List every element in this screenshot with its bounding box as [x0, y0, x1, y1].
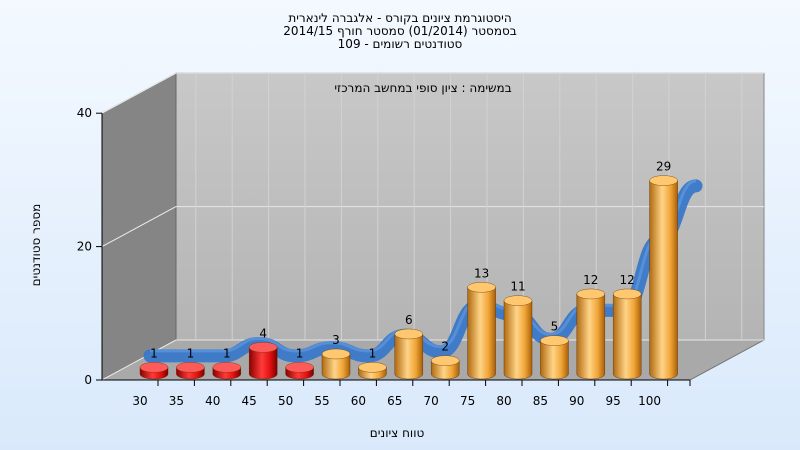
bar-top [249, 342, 278, 353]
bar-body [467, 287, 496, 380]
bar-95: 12 [613, 273, 642, 380]
bar-top [576, 288, 605, 300]
grid-line-side [101, 339, 177, 381]
bar-100: 29 [649, 160, 678, 380]
bar-value-label: 3 [332, 333, 340, 347]
chart-annotation: במשימה : ציון סופי במחשב המרכזי [334, 81, 512, 95]
bar-value-label: 1 [223, 346, 231, 360]
bar-value-label: 12 [583, 273, 598, 287]
bar-value-label: 5 [551, 320, 559, 334]
bar-value-label: 2 [441, 340, 449, 354]
bar-65: 6 [394, 313, 423, 380]
x-tick-label: 45 [242, 394, 257, 408]
bar-body [321, 353, 351, 380]
bar-value-label: 13 [474, 266, 489, 280]
chart-title-line-1: היסטוגרמת ציונים בקורס - אלגברה לינארית [288, 11, 512, 25]
y-tick-label: 0 [84, 373, 92, 387]
bar-top [394, 328, 423, 340]
bar-body [649, 180, 678, 380]
bar-body [249, 347, 278, 380]
bar-value-label: 4 [259, 326, 267, 340]
x-tick-label: 55 [314, 394, 329, 408]
bar-value-label: 1 [187, 346, 195, 360]
bar-value-label: 1 [150, 346, 158, 360]
y-tick-label: 20 [77, 240, 92, 254]
bar-top [139, 362, 169, 373]
x-tick-label: 35 [169, 394, 184, 408]
grid-line-side [101, 206, 177, 248]
bar-50: 1 [285, 346, 314, 380]
bar-top [613, 288, 642, 300]
bar-top [212, 362, 242, 373]
bar-35: 1 [176, 346, 205, 380]
bar-top [176, 362, 205, 373]
x-tick-label: 65 [387, 394, 402, 408]
chart-title-line-3: סטודנטים רשומים - 109 [337, 37, 463, 51]
bar-value-label: 1 [369, 346, 377, 360]
x-tick-label: 75 [460, 394, 475, 408]
bar-top [540, 335, 569, 346]
x-tick-label: 70 [424, 394, 439, 408]
bar-top [321, 348, 351, 360]
x-tick-label: 60 [351, 394, 366, 408]
bar-80: 11 [503, 280, 533, 380]
bar-85: 5 [540, 320, 569, 380]
bar-top [467, 282, 496, 293]
bar-90: 12 [576, 273, 605, 380]
bar-70: 2 [431, 340, 460, 380]
x-tick-label: 100 [638, 394, 661, 408]
bar-60: 1 [358, 346, 387, 380]
bar-top [503, 295, 533, 306]
bar-30: 1 [139, 346, 169, 380]
bar-top [285, 362, 314, 373]
bar-body [431, 360, 460, 380]
bar-top [358, 362, 387, 373]
bar-value-label: 6 [405, 313, 413, 327]
bar-55: 3 [321, 333, 351, 380]
x-tick-label: 90 [569, 394, 584, 408]
bar-45: 4 [249, 326, 278, 380]
bar-40: 1 [212, 346, 242, 380]
bar-top [649, 175, 678, 186]
grid-line-side [101, 72, 177, 114]
bar-value-label: 11 [510, 280, 525, 294]
bar-body [503, 300, 533, 380]
y-tick-label: 40 [77, 106, 92, 120]
bar-body [576, 293, 605, 380]
bar-top [431, 355, 460, 366]
bar-body [540, 340, 569, 380]
bar-value-label: 29 [656, 160, 671, 174]
chart-title-line-2: בסמסטר (01/2014) סמסטר חורף 2014/15 [283, 24, 517, 38]
x-tick-label: 85 [533, 394, 548, 408]
x-tick-label: 30 [132, 394, 147, 408]
bar-value-label: 1 [296, 346, 304, 360]
x-tick-label: 50 [278, 394, 293, 408]
y-axis-label: מספר סטודנטים [29, 203, 43, 287]
bar-value-label: 12 [620, 273, 635, 287]
x-axis-label: טווח ציונים [369, 426, 425, 440]
x-tick-label: 40 [205, 394, 220, 408]
x-tick-label: 80 [496, 394, 511, 408]
x-tick-label: 95 [606, 394, 621, 408]
bar-75: 13 [467, 266, 496, 380]
bar-body [613, 293, 642, 380]
bar-body [394, 333, 423, 380]
